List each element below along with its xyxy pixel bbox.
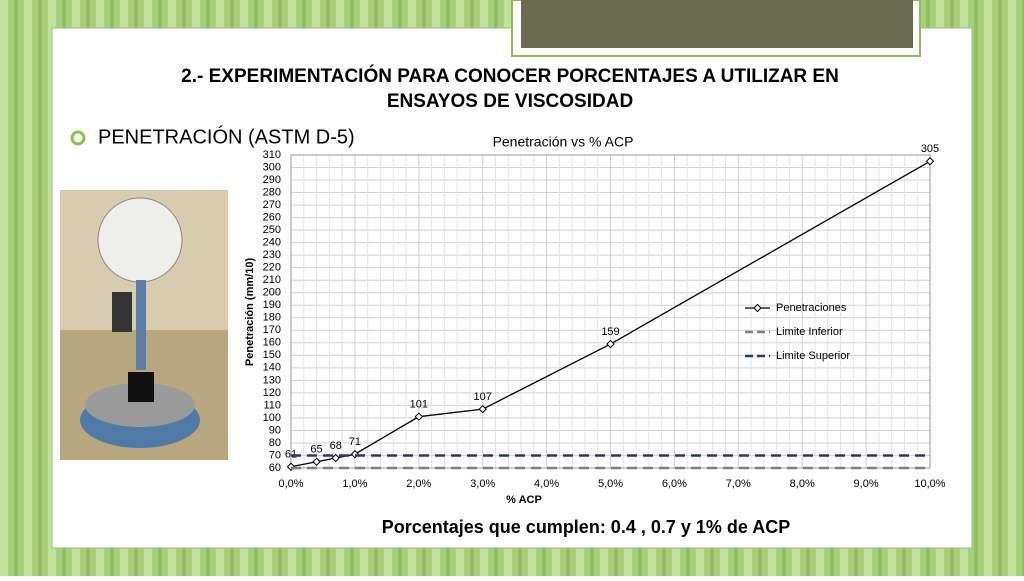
y-tick-label: 210: [263, 274, 281, 286]
slide-title: 2.- EXPERIMENTACIÓN PARA CONOCER PORCENT…: [181, 65, 839, 87]
y-tick-label: 200: [263, 287, 281, 299]
y-tick-label: 120: [263, 387, 281, 399]
y-tick-label: 130: [263, 374, 281, 386]
legend-label: Limite Inferior: [776, 326, 843, 338]
x-tick-label: 7,0%: [726, 478, 751, 490]
y-tick-label: 300: [263, 161, 281, 173]
x-tick-label: 6,0%: [662, 478, 687, 490]
x-tick-label: 9,0%: [854, 478, 879, 490]
x-tick-label: 3,0%: [470, 478, 495, 490]
x-tick-label: 8,0%: [790, 478, 815, 490]
y-tick-label: 100: [263, 412, 281, 424]
data-label: 159: [601, 326, 619, 338]
y-tick-label: 250: [263, 224, 281, 236]
y-tick-label: 90: [269, 424, 281, 436]
data-label: 305: [921, 143, 939, 155]
y-tick-label: 140: [263, 362, 281, 374]
y-tick-label: 220: [263, 262, 281, 274]
bullet-icon: [70, 130, 86, 146]
data-label: 107: [474, 391, 492, 403]
y-tick-label: 290: [263, 174, 281, 186]
x-tick-label: 2,0%: [406, 478, 431, 490]
bullet-text: PENETRACIÓN (ASTM D-5): [98, 125, 355, 148]
legend-marker: [753, 303, 762, 313]
y-tick-label: 230: [263, 249, 281, 261]
data-point: [331, 453, 340, 463]
y-tick-label: 310: [263, 149, 281, 161]
x-tick-label: 0,0%: [278, 478, 303, 490]
slide-title: ENSAYOS DE VISCOSIDAD: [387, 91, 633, 112]
data-point: [606, 339, 615, 349]
y-tick-label: 70: [269, 449, 281, 461]
y-tick-label: 260: [263, 212, 281, 224]
x-axis-label: % ACP: [506, 494, 542, 506]
y-tick-label: 110: [263, 399, 281, 411]
data-point: [312, 457, 321, 466]
data-label: 68: [330, 440, 342, 452]
y-tick-label: 60: [269, 462, 281, 474]
y-tick-label: 180: [263, 312, 281, 324]
footer-text: Porcentajes que cumplen: 0.4 , 0.7 y 1% …: [382, 517, 790, 537]
data-point: [925, 157, 935, 166]
y-axis-label: Penetración (mm/10): [244, 258, 256, 367]
plot-border: [290, 154, 931, 469]
y-tick-label: 150: [263, 349, 281, 361]
x-tick-label: 1,0%: [342, 478, 367, 490]
legend-label: Limite Superior: [776, 350, 850, 362]
y-tick-label: 190: [263, 299, 281, 311]
x-tick-label: 10,0%: [914, 478, 945, 490]
y-tick-label: 280: [263, 186, 281, 198]
data-point: [414, 412, 424, 421]
data-point: [478, 404, 487, 414]
x-tick-label: 5,0%: [598, 478, 623, 490]
y-tick-label: 170: [263, 324, 281, 336]
y-tick-label: 80: [269, 437, 281, 449]
y-tick-label: 160: [263, 337, 281, 349]
data-label: 71: [349, 436, 361, 448]
data-label: 65: [310, 444, 322, 456]
data-label: 101: [410, 399, 428, 411]
photo: [60, 190, 228, 460]
y-tick-label: 270: [263, 199, 281, 211]
top-image: [521, 0, 913, 48]
legend-label: Penetraciones: [776, 302, 847, 314]
x-tick-label: 4,0%: [534, 478, 559, 490]
chart-title: Penetración vs % ACP: [493, 134, 634, 150]
y-tick-label: 240: [263, 237, 281, 249]
